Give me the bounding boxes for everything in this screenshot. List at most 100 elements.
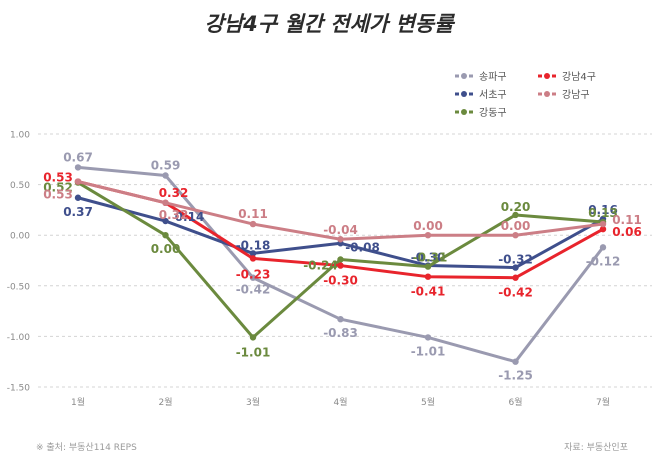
data-label: 0.59 bbox=[151, 158, 181, 172]
data-point bbox=[424, 263, 432, 270]
data-label: 0.11 bbox=[238, 207, 268, 221]
y-tick-label: 1.00 bbox=[10, 131, 30, 141]
data-label: 0.00 bbox=[413, 219, 443, 233]
data-label: -0.31 bbox=[413, 251, 448, 265]
data-label: 0.52 bbox=[43, 181, 73, 195]
data-label: -0.32 bbox=[498, 253, 533, 267]
data-point bbox=[162, 199, 169, 207]
y-tick-label: -1.50 bbox=[7, 384, 31, 394]
source-note: ※ 출처: 부동산114 REPS bbox=[36, 443, 137, 453]
data-point bbox=[599, 244, 607, 251]
x-tick-label: 1월 bbox=[71, 396, 85, 408]
chart-title: 강남4구 월간 전세가 변동률 bbox=[204, 12, 454, 36]
data-label: -0.08 bbox=[345, 240, 380, 254]
data-point bbox=[512, 358, 519, 365]
data-point bbox=[249, 274, 257, 281]
data-label: -0.41 bbox=[411, 285, 446, 299]
data-point bbox=[337, 315, 344, 323]
data-point bbox=[162, 172, 169, 179]
data-point bbox=[424, 273, 432, 280]
legend-marker bbox=[461, 109, 467, 115]
data-label: -0.18 bbox=[236, 238, 271, 252]
legend-marker bbox=[544, 73, 550, 79]
legend-item: 서초구 bbox=[455, 89, 507, 101]
legend-label: 서초구 bbox=[479, 89, 507, 101]
data-label: 0.20 bbox=[501, 200, 531, 214]
data-point bbox=[599, 225, 607, 233]
legend-marker bbox=[461, 73, 467, 79]
data-point bbox=[249, 334, 257, 341]
data-point bbox=[74, 194, 82, 201]
data-point bbox=[162, 217, 169, 225]
data-labels: 0.67 0.59 -0.42 -0.83 -1.01 -1.25 -0.12 0.37 0.1… bbox=[43, 150, 642, 382]
data-label: -0.04 bbox=[323, 223, 358, 237]
data-point bbox=[599, 220, 607, 228]
y-tick-label: 0.50 bbox=[10, 181, 30, 191]
x-tick-label: 4월 bbox=[333, 396, 347, 408]
data-point bbox=[162, 232, 169, 239]
y-tick-label: -0.50 bbox=[7, 282, 31, 292]
data-point bbox=[337, 256, 344, 263]
data-point bbox=[512, 274, 519, 281]
data-label: -0.42 bbox=[236, 283, 271, 297]
legend-label: 강동구 bbox=[479, 107, 507, 119]
data-label: 0.16 bbox=[588, 203, 618, 217]
x-tick-label: 2월 bbox=[158, 396, 172, 408]
data-label: -1.25 bbox=[498, 369, 533, 383]
legend-marker bbox=[544, 91, 550, 97]
data-label: 0.53 bbox=[43, 188, 73, 202]
data-label: 0.32 bbox=[159, 186, 189, 200]
series-lines bbox=[74, 164, 607, 365]
data-point bbox=[337, 236, 344, 243]
data-label: -1.01 bbox=[411, 344, 446, 358]
data-label: 0.11 bbox=[612, 213, 642, 227]
data-point bbox=[74, 164, 82, 171]
data-label: 0.06 bbox=[612, 225, 642, 239]
x-tick-label: 3월 bbox=[246, 396, 260, 408]
data-label: -0.42 bbox=[498, 286, 533, 300]
x-tick-label: 6월 bbox=[508, 396, 522, 408]
x-tick-label: 5월 bbox=[421, 396, 435, 408]
data-label: -0.23 bbox=[236, 267, 271, 281]
data-label: 0.67 bbox=[63, 150, 93, 164]
data-point bbox=[337, 262, 344, 269]
data-point bbox=[249, 220, 257, 228]
credit-note: 자료: 부동산인포 bbox=[564, 443, 628, 453]
data-label: 0.53 bbox=[43, 171, 73, 185]
data-label: -0.30 bbox=[411, 251, 446, 265]
legend-label: 송파구 bbox=[479, 71, 507, 83]
y-tick-label: -1.00 bbox=[7, 333, 31, 343]
data-label: 0.37 bbox=[63, 205, 93, 219]
data-label: 0.32 bbox=[159, 208, 189, 222]
data-label: 0.14 bbox=[175, 210, 205, 224]
data-point bbox=[74, 178, 82, 185]
legend-item: 강동구 bbox=[455, 107, 507, 119]
legend-item: 강남구 bbox=[538, 89, 590, 101]
data-point bbox=[249, 255, 257, 262]
y-tick-label: 0.00 bbox=[10, 232, 30, 242]
x-tick-label: 7월 bbox=[596, 396, 610, 408]
data-point bbox=[512, 211, 519, 219]
data-point bbox=[249, 250, 257, 257]
data-label: -0.83 bbox=[323, 326, 358, 340]
data-label: -0.30 bbox=[323, 274, 358, 288]
data-point bbox=[424, 232, 432, 239]
axis-labels: 1.00 0.50 0.00 -0.50 -1.00 -1.50 1월 2월 3월 4월 5월 6월 7… bbox=[7, 131, 610, 409]
legend-label: 강남4구 bbox=[562, 71, 596, 83]
data-label: 0.00 bbox=[501, 219, 531, 233]
data-label: 0.13 bbox=[588, 206, 618, 220]
data-label: -1.01 bbox=[236, 345, 271, 359]
data-point bbox=[512, 264, 519, 271]
legend-marker bbox=[461, 91, 467, 97]
data-label: -0.12 bbox=[586, 254, 621, 268]
legend-item: 강남4구 bbox=[538, 71, 596, 83]
legend-label: 강남구 bbox=[562, 89, 590, 101]
legend-item: 송파구 bbox=[455, 71, 507, 83]
grid-lines bbox=[38, 133, 652, 388]
data-label: 0.00 bbox=[151, 242, 181, 256]
data-label: -0.24 bbox=[303, 258, 338, 272]
data-point bbox=[512, 232, 519, 239]
data-point bbox=[424, 334, 432, 341]
